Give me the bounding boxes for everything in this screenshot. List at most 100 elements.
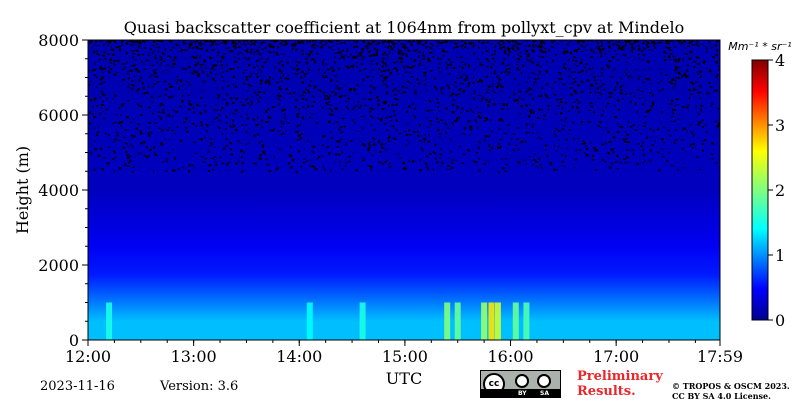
noise-speckle bbox=[364, 45, 366, 48]
noise-speckle bbox=[143, 68, 146, 70]
noise-speckle bbox=[487, 146, 490, 148]
noise-speckle bbox=[211, 157, 214, 160]
noise-speckle bbox=[498, 79, 502, 81]
noise-speckle bbox=[311, 165, 315, 168]
noise-speckle bbox=[478, 94, 481, 96]
noise-speckle bbox=[673, 142, 676, 145]
noise-speckle bbox=[436, 40, 440, 43]
noise-speckle bbox=[464, 41, 467, 45]
noise-speckle bbox=[629, 92, 633, 94]
noise-speckle bbox=[267, 108, 270, 110]
noise-speckle bbox=[583, 46, 586, 48]
noise-speckle bbox=[429, 120, 433, 122]
noise-speckle bbox=[514, 78, 516, 81]
noise-speckle bbox=[399, 58, 402, 61]
noise-speckle bbox=[686, 130, 688, 132]
noise-speckle bbox=[224, 42, 227, 45]
noise-speckle bbox=[291, 45, 293, 47]
noise-speckle bbox=[383, 83, 386, 86]
noise-speckle bbox=[620, 89, 623, 92]
noise-speckle bbox=[96, 53, 99, 55]
noise-speckle bbox=[138, 41, 140, 44]
noise-speckle bbox=[162, 161, 164, 163]
noise-speckle bbox=[188, 43, 191, 46]
noise-speckle bbox=[455, 120, 458, 122]
noise-speckle bbox=[272, 106, 275, 109]
noise-speckle bbox=[223, 41, 226, 44]
noise-speckle bbox=[250, 100, 253, 103]
noise-speckle bbox=[149, 76, 152, 78]
noise-speckle bbox=[427, 126, 429, 128]
noise-speckle bbox=[394, 66, 397, 70]
noise-speckle bbox=[208, 164, 212, 167]
noise-speckle bbox=[314, 40, 316, 42]
noise-speckle bbox=[663, 59, 667, 62]
noise-speckle bbox=[613, 88, 616, 91]
noise-speckle bbox=[92, 106, 94, 109]
noise-speckle bbox=[338, 129, 341, 131]
noise-speckle bbox=[273, 156, 275, 158]
noise-speckle bbox=[512, 56, 514, 59]
noise-speckle bbox=[341, 117, 345, 120]
noise-speckle bbox=[419, 40, 422, 42]
noise-speckle bbox=[409, 71, 411, 74]
noise-speckle bbox=[539, 41, 543, 44]
noise-speckle bbox=[590, 88, 592, 90]
noise-speckle bbox=[456, 117, 458, 120]
noise-speckle bbox=[285, 87, 288, 91]
noise-speckle bbox=[283, 74, 285, 77]
noise-speckle bbox=[133, 135, 136, 138]
noise-speckle bbox=[485, 57, 489, 60]
noise-speckle bbox=[634, 58, 636, 60]
noise-speckle bbox=[181, 99, 184, 102]
noise-speckle bbox=[501, 107, 504, 110]
noise-speckle bbox=[301, 70, 304, 73]
noise-speckle bbox=[342, 49, 344, 52]
noise-speckle bbox=[454, 120, 457, 122]
noise-speckle bbox=[155, 46, 158, 48]
noise-speckle bbox=[388, 115, 392, 118]
noise-speckle bbox=[463, 133, 466, 135]
noise-speckle bbox=[308, 40, 311, 43]
noise-speckle bbox=[181, 49, 183, 52]
noise-speckle bbox=[455, 159, 457, 162]
noise-speckle bbox=[670, 82, 673, 85]
noise-speckle bbox=[507, 48, 510, 51]
noise-speckle bbox=[677, 71, 681, 75]
noise-speckle bbox=[336, 43, 339, 45]
noise-speckle bbox=[380, 118, 383, 122]
noise-speckle bbox=[509, 155, 512, 157]
noise-speckle bbox=[531, 48, 534, 52]
noise-speckle bbox=[419, 60, 422, 62]
noise-speckle bbox=[221, 106, 224, 109]
noise-speckle bbox=[162, 52, 165, 55]
noise-speckle bbox=[278, 68, 281, 71]
noise-speckle bbox=[500, 118, 503, 121]
noise-speckle bbox=[498, 171, 500, 174]
noise-speckle bbox=[422, 57, 425, 61]
noise-speckle bbox=[585, 49, 587, 51]
noise-speckle bbox=[185, 68, 187, 70]
noise-speckle bbox=[160, 58, 163, 61]
noise-speckle bbox=[465, 75, 467, 77]
noise-speckle bbox=[208, 169, 210, 172]
noise-speckle bbox=[204, 136, 206, 138]
noise-speckle bbox=[473, 76, 475, 79]
noise-speckle bbox=[608, 60, 612, 63]
noise-speckle bbox=[661, 111, 663, 114]
noise-speckle bbox=[547, 104, 550, 107]
noise-speckle bbox=[99, 78, 103, 81]
noise-speckle bbox=[252, 118, 256, 121]
noise-speckle bbox=[119, 45, 122, 48]
noise-speckle bbox=[353, 151, 355, 153]
noise-speckle bbox=[255, 123, 258, 127]
noise-speckle bbox=[233, 56, 236, 58]
noise-speckle bbox=[287, 56, 289, 58]
noise-speckle bbox=[419, 63, 421, 66]
noise-speckle bbox=[508, 49, 511, 52]
noise-speckle bbox=[683, 40, 686, 43]
noise-speckle bbox=[112, 150, 116, 152]
noise-speckle bbox=[556, 168, 558, 172]
noise-speckle bbox=[180, 139, 183, 142]
noise-speckle bbox=[690, 143, 693, 145]
